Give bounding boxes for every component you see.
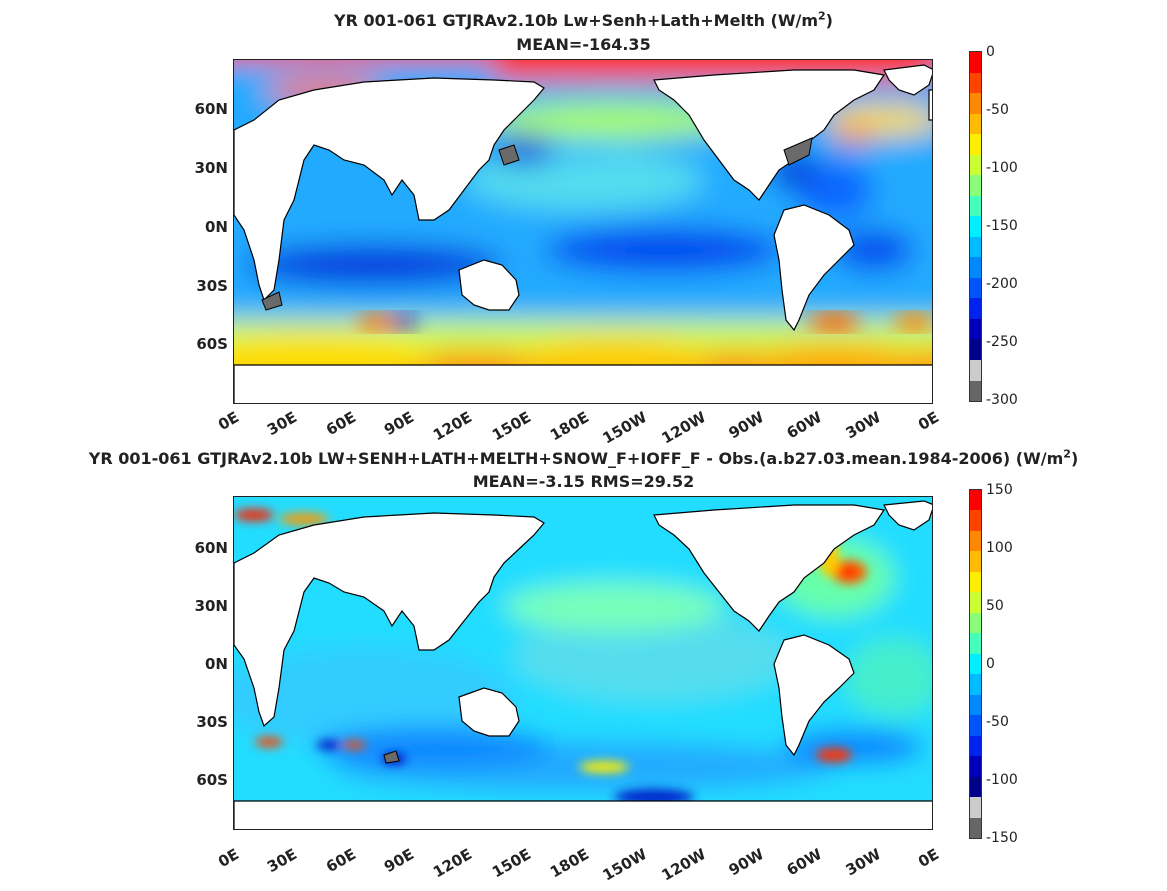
- panel2-cbar-segment-8: [970, 653, 981, 675]
- panel2-title: YR 001-061 GTJRAv2.10b LW+SENH+LATH+MELT…: [0, 444, 1167, 470]
- panel2-land: [234, 500, 932, 829]
- panel2-cbar-segment-7: [970, 633, 981, 654]
- panel1-cbar-tick-6: -300: [986, 392, 1018, 408]
- panel2-lon-label-11: 30W: [842, 845, 884, 880]
- panel1-cbar-tick-5: -250: [986, 334, 1018, 350]
- greenland: [883, 64, 932, 96]
- panel1-cbar-segment-14: [970, 339, 981, 360]
- panel1-cbar-segment-8: [970, 216, 981, 237]
- panel1-cbar-segment-9: [970, 236, 981, 258]
- panel2-cbar-segment-0: [970, 490, 981, 511]
- panel1-cbar-segment-11: [970, 277, 981, 299]
- panel1-lat-30n: 30N: [194, 159, 228, 177]
- panel2-cbar-segment-16: [970, 817, 981, 838]
- panel2-cbar-tick-2: 50: [986, 598, 1004, 614]
- panel1-land-ice: [261, 137, 813, 311]
- panel2-lon-label-12: 0E: [915, 845, 942, 871]
- panel2-lat-60s: 60S: [196, 771, 228, 789]
- antarctica: [234, 364, 932, 403]
- panel2-lon-label-1: 30E: [264, 845, 301, 877]
- panel2-cbar-segment-5: [970, 592, 981, 613]
- panel1-lat-0n: 0N: [205, 218, 228, 236]
- panel1-cbar-segment-6: [970, 175, 981, 196]
- australia: [458, 259, 520, 311]
- panel2-lon-label-2: 60E: [322, 845, 359, 877]
- panel1-cbar-segment-10: [970, 257, 981, 278]
- panel1-cbar-segment-5: [970, 154, 981, 176]
- panel1-title: YR 001-061 GTJRAv2.10b Lw+Senh+Lath+Melt…: [0, 6, 1167, 32]
- panel1-cbar-segment-13: [970, 318, 981, 340]
- panel2-lon-label-9: 90W: [725, 845, 767, 880]
- panel1-field-svg: [234, 60, 932, 403]
- panel1-land: [234, 64, 932, 403]
- panel2-cbar-segment-6: [970, 612, 981, 634]
- panel2-lat-0n: 0N: [205, 655, 228, 673]
- panel2-colorbar: [969, 489, 982, 839]
- panel1-cbar-segment-4: [970, 134, 981, 155]
- panel1-colorbar: [969, 51, 982, 402]
- panel2-cbar-segment-3: [970, 551, 981, 572]
- panel2-lon-label-6: 180E: [547, 845, 592, 882]
- panel2-cbar-segment-14: [970, 776, 981, 798]
- panel2-lon-label-10: 60W: [783, 845, 826, 880]
- panel2-cbar-tick-4: -50: [986, 714, 1009, 730]
- panel2-cbar-segment-9: [970, 674, 981, 695]
- panel1-cbar-tick-1: -50: [986, 102, 1009, 118]
- panel1-lat-30s: 30S: [196, 277, 228, 295]
- panel2-lat-30s: 30S: [196, 713, 228, 731]
- panel2-lon-label-4: 120E: [430, 845, 476, 882]
- panel2-lon-label-0: 0E: [215, 845, 242, 871]
- panel2-cbar-tick-6: -150: [986, 830, 1018, 846]
- panel2-lat-30n: 30N: [194, 597, 228, 615]
- panel2-cbar-tick-5: -100: [986, 772, 1018, 788]
- panel2-cbar-segment-15: [970, 797, 981, 818]
- panel1-cbar-segment-1: [970, 72, 981, 94]
- panel2-cbar-segment-10: [970, 694, 981, 716]
- panel2-cbar-segment-1: [970, 510, 981, 531]
- panel2-cbar-segment-13: [970, 756, 981, 777]
- panel2-cbar-segment-4: [970, 571, 981, 593]
- panel2-land-ice: [383, 750, 400, 764]
- panel2-cbar-segment-11: [970, 715, 981, 736]
- panel1-ocean-detail: [357, 312, 932, 332]
- panel2-lon-label-7: 150W: [599, 845, 651, 885]
- south-america: [773, 204, 855, 332]
- panel1-cbar-segment-3: [970, 113, 981, 135]
- panel2-cbar-tick-3: 0: [986, 656, 995, 672]
- panel1-cbar-segment-12: [970, 298, 981, 319]
- eurasia-africa: [234, 77, 545, 302]
- panel1-cbar-tick-2: -100: [986, 160, 1018, 176]
- eurasia-east-wrap: [928, 89, 932, 121]
- panel2-lat-60n: 60N: [194, 539, 228, 557]
- panel2-cbar-tick-1: 100: [986, 540, 1013, 556]
- panel1-lat-60n: 60N: [194, 100, 228, 118]
- panel2-lon-label-5: 150E: [488, 845, 534, 882]
- panel1-cbar-segment-7: [970, 195, 981, 217]
- panel1-cbar-tick-3: -150: [986, 218, 1018, 234]
- panel2-lon-label-3: 90E: [381, 845, 417, 877]
- panel1-mean: MEAN=-164.35: [516, 35, 651, 54]
- panel2-field-svg: [234, 497, 932, 829]
- panel1-cbar-segment-16: [970, 380, 981, 402]
- panel1-cbar-segment-0: [970, 52, 981, 73]
- panel2-mean-rms: MEAN=-3.15 RMS=29.52: [472, 472, 695, 491]
- north-america: [653, 69, 886, 201]
- panel1-cbar-tick-0: 0: [986, 44, 995, 60]
- panel1-lat-60s: 60S: [196, 335, 228, 353]
- panel2-cbar-segment-2: [970, 530, 981, 552]
- panel1-map: [233, 59, 933, 404]
- panel1-cbar-segment-15: [970, 359, 981, 381]
- panel1-title-line1: YR 001-061 GTJRAv2.10b Lw+Senh+Lath+Melt…: [334, 10, 833, 31]
- panel1-cbar-tick-4: -200: [986, 276, 1018, 292]
- panel2-title-line1: YR 001-061 GTJRAv2.10b LW+SENH+LATH+MELT…: [88, 448, 1079, 469]
- panel2-cbar-tick-0: 150: [986, 482, 1013, 498]
- panel2-cbar-segment-12: [970, 735, 981, 757]
- panel2-map: [233, 496, 933, 830]
- panel1-cbar-segment-2: [970, 93, 981, 114]
- panel2-lon-label-8: 120W: [658, 845, 709, 885]
